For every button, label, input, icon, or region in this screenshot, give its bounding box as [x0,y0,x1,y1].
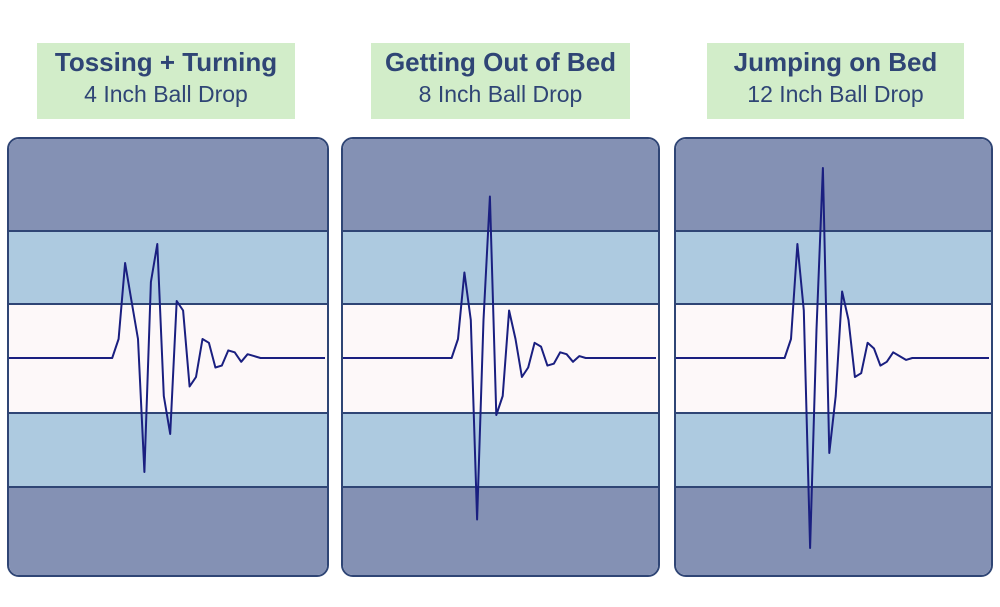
panel-3-plot [674,137,993,577]
band-outer-bottom [9,488,327,575]
band-outer-bottom [343,488,658,575]
panel-2-subtitle: 8 Inch Ball Drop [418,81,583,107]
panel-3-title: Jumping on Bed [733,47,938,77]
series-line [343,195,656,521]
band-mid-top [343,230,658,305]
panel-2: Getting Out of Bed 8 Inch Ball Drop [341,0,671,607]
panel-2-waveform [343,195,656,521]
panel-1-label: Tossing + Turning 4 Inch Ball Drop [37,43,295,119]
panel-3-subtitle: 12 Inch Ball Drop [747,81,924,107]
panel-1-title: Tossing + Turning [54,47,278,77]
band-mid-bottom [343,412,658,488]
panel-3-label: Jumping on Bed 12 Inch Ball Drop [707,43,964,119]
series-line [9,243,325,473]
band-outer-bottom [676,488,991,575]
band-mid-top [676,230,991,305]
panel-1: Tossing + Turning 4 Inch Ball Drop [7,0,337,607]
panel-1-subtitle: 4 Inch Ball Drop [84,81,248,107]
band-mid-top [9,230,327,305]
panel-1-plot [7,137,329,577]
panel-2-title: Getting Out of Bed [384,47,617,77]
band-outer-top [9,139,327,230]
band-outer-top [343,139,658,230]
panel-3-waveform [676,167,989,549]
band-outer-top [676,139,991,230]
panel-3: Jumping on Bed 12 Inch Ball Drop [674,0,1000,607]
panel-1-waveform [9,243,325,473]
panel-2-plot [341,137,660,577]
panel-2-label: Getting Out of Bed 8 Inch Ball Drop [371,43,630,119]
series-line [676,167,989,549]
